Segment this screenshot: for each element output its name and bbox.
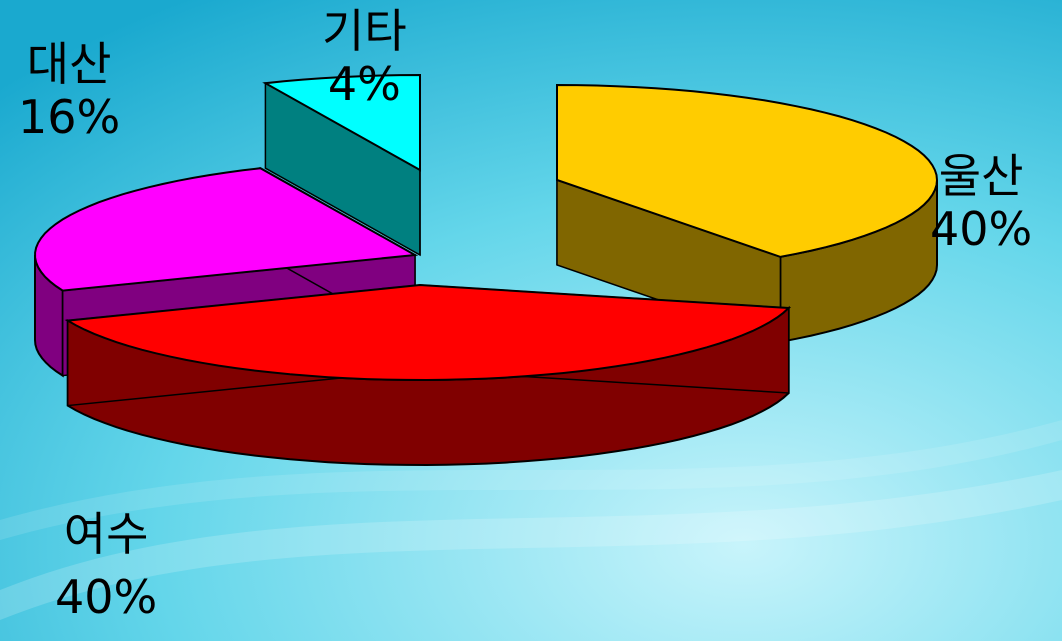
slice-name: 대산 [26, 37, 112, 91]
slice-yeosu-top [64, 283, 792, 382]
slice-label-other: 기타 4% [322, 5, 407, 111]
background-swoosh [0, 420, 1062, 540]
background-swoosh [0, 470, 1062, 620]
slice-other [262, 73, 421, 257]
slice-other-top [262, 73, 421, 172]
slice-name: 여수 [63, 507, 149, 561]
slice-percent: 40% [930, 201, 1033, 256]
pie-slices [34, 73, 939, 467]
slice-name: 기타 [322, 4, 407, 58]
slice-yeosu [64, 283, 792, 467]
slice-percent: 4% [327, 56, 401, 111]
slice-label-daesan: 대산 16% [18, 38, 120, 144]
slice-label-ulsan: 울산 40% [930, 150, 1032, 256]
slice-percent: 40% [55, 569, 158, 624]
slice-percent: 16% [18, 89, 121, 144]
slice-name: 울산 [938, 149, 1024, 203]
slice-daesan-top [34, 167, 419, 292]
slice-label-yeosu: 여수 40% [55, 508, 157, 624]
slice-ulsan-top [556, 83, 939, 258]
